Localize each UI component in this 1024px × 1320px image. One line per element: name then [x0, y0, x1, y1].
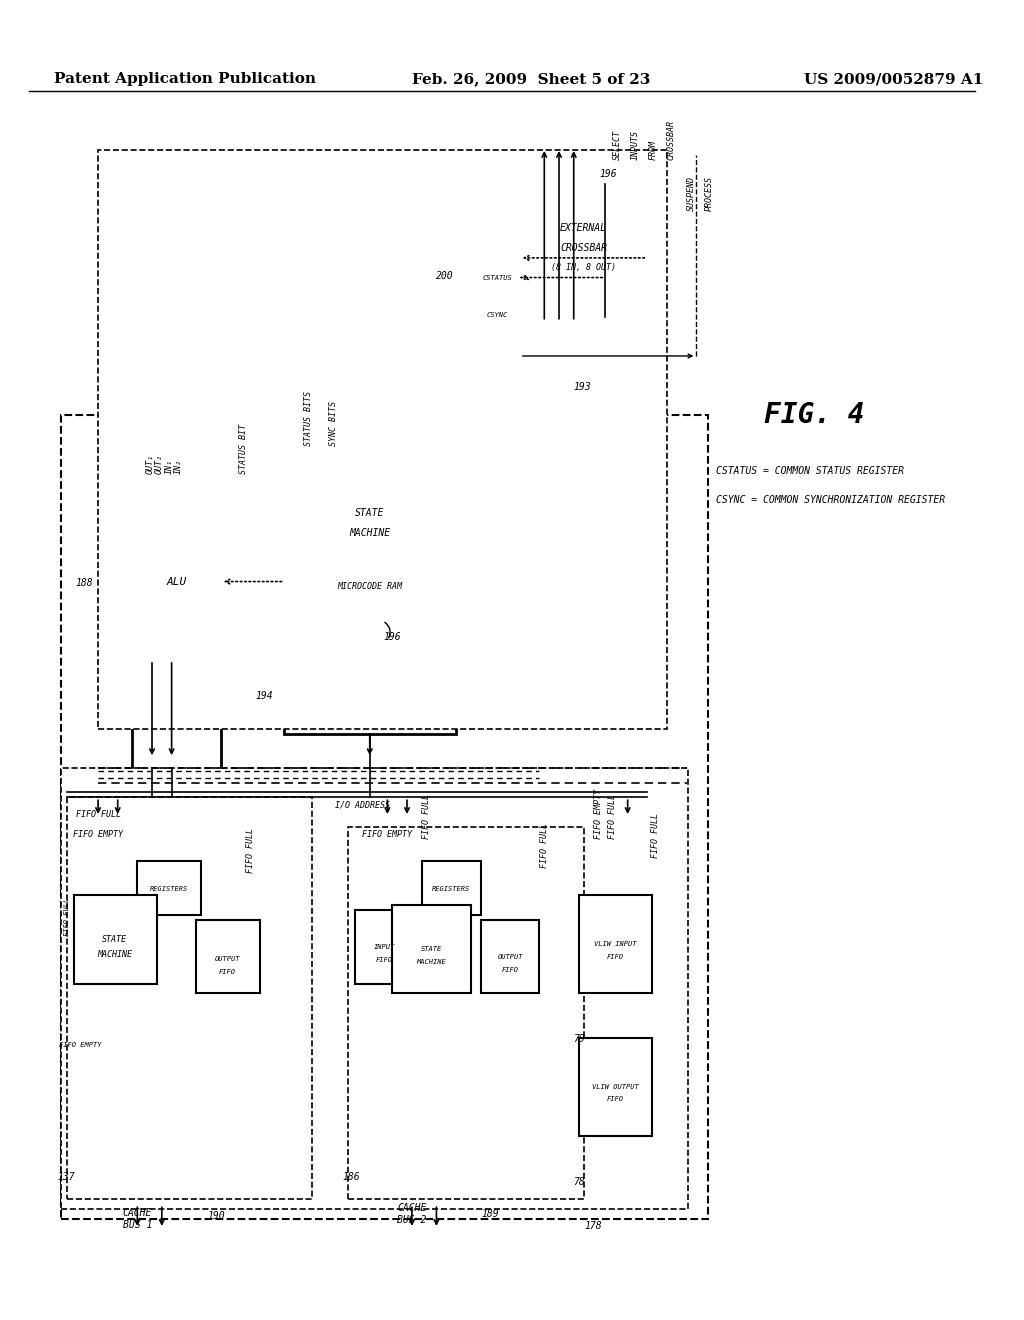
FancyBboxPatch shape	[67, 797, 312, 1200]
Text: (8 IN, 8 OUT): (8 IN, 8 OUT)	[551, 263, 616, 272]
Text: FIFO EMPTY: FIFO EMPTY	[59, 1043, 101, 1048]
Text: ALU: ALU	[167, 577, 186, 586]
Text: IN₁: IN₁	[165, 459, 174, 474]
FancyBboxPatch shape	[74, 895, 157, 983]
Text: 137: 137	[58, 1172, 76, 1181]
Text: STATE: STATE	[355, 508, 384, 517]
Text: OUT₁: OUT₁	[145, 454, 155, 474]
FancyBboxPatch shape	[137, 861, 201, 915]
Text: FIFO: FIFO	[606, 1097, 624, 1102]
FancyBboxPatch shape	[60, 768, 688, 1209]
Text: Feb. 26, 2009  Sheet 5 of 23: Feb. 26, 2009 Sheet 5 of 23	[412, 73, 650, 86]
Text: CROSSBAR: CROSSBAR	[667, 120, 675, 160]
Text: CROSSBAR: CROSSBAR	[560, 243, 607, 253]
Text: REGISTERS: REGISTERS	[432, 886, 470, 891]
FancyBboxPatch shape	[132, 660, 220, 817]
Text: SYNC BITS: SYNC BITS	[329, 401, 338, 446]
Text: 190: 190	[207, 1210, 224, 1221]
Text: REGISTERS: REGISTERS	[150, 886, 187, 891]
Text: CSTATUS: CSTATUS	[482, 275, 512, 281]
Text: STATUS BITS: STATUS BITS	[304, 391, 313, 446]
Text: CACHE
BUS 2: CACHE BUS 2	[397, 1204, 427, 1225]
Text: VLIW OUTPUT: VLIW OUTPUT	[592, 1084, 638, 1089]
FancyBboxPatch shape	[60, 414, 708, 1218]
Text: CACHE
BUS 1: CACHE BUS 1	[123, 1208, 152, 1230]
FancyBboxPatch shape	[422, 861, 480, 915]
Text: 186: 186	[342, 1172, 359, 1181]
FancyBboxPatch shape	[98, 150, 667, 729]
FancyBboxPatch shape	[355, 909, 414, 983]
Text: 189: 189	[481, 1209, 499, 1220]
Text: FIFO EMPTY: FIFO EMPTY	[73, 829, 123, 838]
Text: FIFO: FIFO	[606, 954, 624, 960]
Text: PROCESS: PROCESS	[705, 176, 714, 211]
FancyBboxPatch shape	[579, 1038, 652, 1135]
Text: 196: 196	[383, 632, 401, 643]
Text: SELECT: SELECT	[613, 129, 623, 160]
Text: INPUT: INPUT	[374, 944, 395, 950]
Text: FIFO FULL: FIFO FULL	[76, 810, 121, 818]
Text: SUSPEND: SUSPEND	[687, 176, 696, 211]
Text: CSYNC = COMMON SYNCHRONIZATION REGISTER: CSYNC = COMMON SYNCHRONIZATION REGISTER	[716, 495, 945, 506]
Text: CSYNC: CSYNC	[486, 312, 508, 318]
Text: VLIW INPUT: VLIW INPUT	[594, 941, 636, 948]
FancyBboxPatch shape	[471, 292, 524, 319]
FancyBboxPatch shape	[285, 483, 456, 734]
Text: FIFO EMPTY: FIFO EMPTY	[594, 788, 603, 838]
Text: US 2009/0052879 A1: US 2009/0052879 A1	[804, 73, 984, 86]
FancyBboxPatch shape	[392, 906, 471, 994]
Text: 200: 200	[435, 272, 453, 281]
Text: FIFO: FIFO	[502, 968, 518, 973]
FancyBboxPatch shape	[348, 826, 584, 1200]
Text: FIFO: FIFO	[376, 957, 393, 964]
Text: 196: 196	[599, 169, 616, 180]
Text: Patent Application Publication: Patent Application Publication	[54, 73, 316, 86]
Text: MACHINE: MACHINE	[417, 960, 446, 965]
Text: MICROCODE RAM: MICROCODE RAM	[337, 582, 402, 591]
Text: MACHINE: MACHINE	[349, 528, 390, 537]
Text: FIFO FULL: FIFO FULL	[422, 793, 431, 838]
Text: MACHINE: MACHINE	[97, 949, 132, 958]
Text: 79: 79	[572, 1035, 585, 1044]
Text: FROM: FROM	[648, 140, 657, 160]
Text: FIFO FULL: FIFO FULL	[246, 828, 255, 873]
Text: I/O ADDRESS: I/O ADDRESS	[336, 800, 390, 809]
Text: FIFO FULL: FIFO FULL	[650, 813, 659, 858]
Text: OUT₂: OUT₂	[155, 454, 164, 474]
FancyBboxPatch shape	[579, 895, 652, 994]
Text: CSTATUS = COMMON STATUS REGISTER: CSTATUS = COMMON STATUS REGISTER	[716, 466, 904, 475]
Text: 178: 178	[585, 1221, 602, 1230]
Text: FIFO FULL: FIFO FULL	[608, 793, 617, 838]
Text: OUTPUT: OUTPUT	[215, 956, 241, 962]
Text: FIFO FULL: FIFO FULL	[63, 898, 70, 936]
FancyBboxPatch shape	[197, 920, 260, 994]
Text: FIFO: FIFO	[219, 969, 236, 975]
Text: FIFO EMPTY: FIFO EMPTY	[362, 829, 413, 838]
FancyBboxPatch shape	[480, 920, 540, 994]
Text: STATE: STATE	[102, 935, 127, 944]
Text: STATE: STATE	[421, 946, 442, 952]
Text: EXTERNAL: EXTERNAL	[560, 223, 607, 234]
Text: IN₂: IN₂	[174, 459, 183, 474]
Text: STATUS BIT: STATUS BIT	[239, 424, 248, 474]
Text: 194: 194	[255, 692, 272, 701]
Text: FIFO FULL: FIFO FULL	[540, 822, 549, 869]
Text: INPUTS: INPUTS	[631, 129, 640, 160]
FancyBboxPatch shape	[471, 326, 524, 354]
FancyBboxPatch shape	[520, 317, 647, 494]
Text: FIG. 4: FIG. 4	[764, 401, 864, 429]
Text: 78: 78	[572, 1176, 585, 1187]
Text: 188: 188	[76, 578, 93, 589]
Text: 193: 193	[573, 383, 592, 392]
Text: OUTPUT: OUTPUT	[498, 954, 522, 960]
